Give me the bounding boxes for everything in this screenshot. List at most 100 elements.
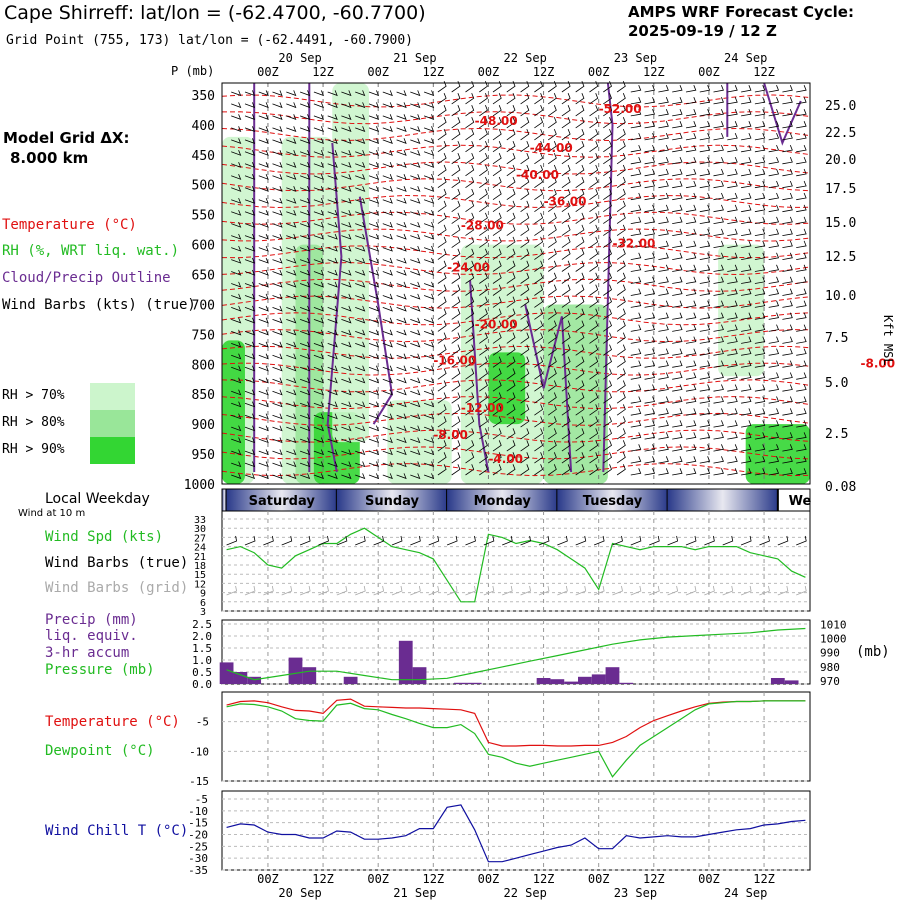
wind-barb bbox=[258, 449, 269, 456]
wind-barb bbox=[644, 324, 656, 332]
wind-barb bbox=[796, 300, 807, 308]
wind-barb bbox=[796, 336, 807, 344]
wind-barb bbox=[727, 300, 738, 308]
wind-barb bbox=[768, 456, 780, 464]
wind-barb bbox=[272, 293, 283, 300]
wind-barb bbox=[410, 90, 421, 97]
wind-barb bbox=[451, 464, 461, 476]
wind-barb bbox=[382, 329, 393, 336]
isotherm bbox=[221, 446, 811, 460]
wind-barb bbox=[616, 176, 626, 189]
wind-barb bbox=[231, 353, 242, 360]
wind-barb bbox=[547, 272, 557, 284]
wind-barb bbox=[258, 257, 269, 264]
wind-barb bbox=[382, 365, 393, 372]
wind-barb bbox=[603, 416, 612, 428]
wind-barb bbox=[616, 320, 626, 332]
wind-barb bbox=[547, 164, 557, 177]
wind-barb bbox=[327, 186, 338, 192]
height-tick-label: 15.0 bbox=[825, 216, 856, 231]
wind-barb bbox=[341, 401, 352, 408]
wind-barb bbox=[672, 132, 683, 141]
height-tick-label: 25.0 bbox=[825, 99, 856, 114]
wind-barb bbox=[575, 272, 585, 284]
precip-bar bbox=[288, 657, 303, 684]
wind-barb bbox=[603, 176, 612, 189]
wind-barb bbox=[465, 105, 475, 117]
wind-barb bbox=[286, 293, 297, 300]
wind-barb bbox=[561, 428, 571, 440]
wind-barb bbox=[589, 128, 599, 141]
wind-barb bbox=[534, 260, 544, 272]
wind-barb bbox=[410, 449, 421, 456]
wind-barb bbox=[465, 140, 475, 153]
wind-barb bbox=[355, 257, 366, 264]
isotherm bbox=[221, 396, 811, 410]
wind-barb bbox=[754, 252, 766, 260]
height-tick-label: 12.5 bbox=[825, 250, 856, 265]
wind-barb bbox=[520, 392, 530, 404]
wind-barb bbox=[437, 404, 447, 416]
wind-barb bbox=[796, 109, 807, 117]
bottom-hour-label: 12Z bbox=[643, 872, 665, 886]
wind-barb bbox=[796, 372, 807, 380]
wind-barb bbox=[313, 126, 325, 132]
wind-barb bbox=[368, 341, 380, 348]
wind-barb bbox=[341, 305, 352, 312]
wind-barb bbox=[575, 428, 585, 440]
wind-barb bbox=[313, 174, 325, 180]
wind-barb bbox=[286, 425, 297, 432]
wind-barb bbox=[644, 300, 656, 308]
wind-barb bbox=[396, 90, 407, 97]
wind-barb bbox=[603, 212, 612, 224]
isotherm bbox=[221, 111, 811, 125]
wind-barb bbox=[479, 260, 488, 272]
precip-bar bbox=[770, 678, 785, 684]
wind-barb bbox=[479, 117, 488, 129]
wind-barb bbox=[630, 432, 642, 440]
wind-barb bbox=[451, 212, 461, 224]
wind-barb bbox=[451, 320, 461, 332]
surface-wind-barb bbox=[630, 535, 642, 546]
wind-barb bbox=[355, 245, 366, 252]
wind-barb bbox=[341, 437, 352, 444]
wind-barb bbox=[589, 416, 599, 428]
wind-barb bbox=[272, 341, 283, 348]
wind-barb bbox=[616, 284, 626, 296]
model-grid-dx: Model Grid ΔX: 8.000 km bbox=[3, 128, 130, 168]
wind-barb bbox=[603, 332, 612, 344]
wind-barb bbox=[313, 377, 325, 384]
wind-barb bbox=[506, 296, 516, 308]
wind-barb bbox=[699, 432, 711, 440]
wind-barb bbox=[672, 85, 683, 93]
wind-barb bbox=[727, 180, 738, 189]
wind-barb bbox=[520, 176, 530, 189]
wind-barb bbox=[479, 440, 488, 452]
wind-barb bbox=[492, 452, 502, 464]
wind-barb bbox=[410, 377, 421, 384]
wind-barb bbox=[630, 216, 642, 224]
legend-cloud: Cloud/Precip Outline bbox=[2, 270, 171, 286]
wind-barb bbox=[768, 444, 780, 452]
wind-barb bbox=[506, 117, 516, 129]
wind-barb bbox=[796, 384, 807, 392]
wind-barb bbox=[451, 164, 461, 177]
wind-barb bbox=[437, 200, 447, 213]
wind-barb bbox=[479, 200, 488, 213]
wind-barb bbox=[520, 452, 530, 464]
surface-grid-wind-barb bbox=[796, 585, 807, 596]
surface-wind-barb bbox=[446, 535, 458, 546]
wind-barb bbox=[286, 437, 297, 444]
wind-barb bbox=[506, 212, 516, 224]
wind-barb bbox=[396, 186, 407, 192]
surface-wind-barb bbox=[355, 535, 366, 546]
wind-barb bbox=[796, 228, 807, 236]
wind-barb bbox=[644, 336, 656, 344]
wind-barb bbox=[479, 428, 488, 440]
wind-barb bbox=[782, 144, 793, 153]
wind-barb bbox=[713, 121, 724, 129]
dewpoint-line bbox=[226, 700, 806, 778]
wind-barb bbox=[368, 138, 380, 144]
wind-barb bbox=[382, 150, 393, 156]
wind-barb bbox=[754, 192, 766, 201]
